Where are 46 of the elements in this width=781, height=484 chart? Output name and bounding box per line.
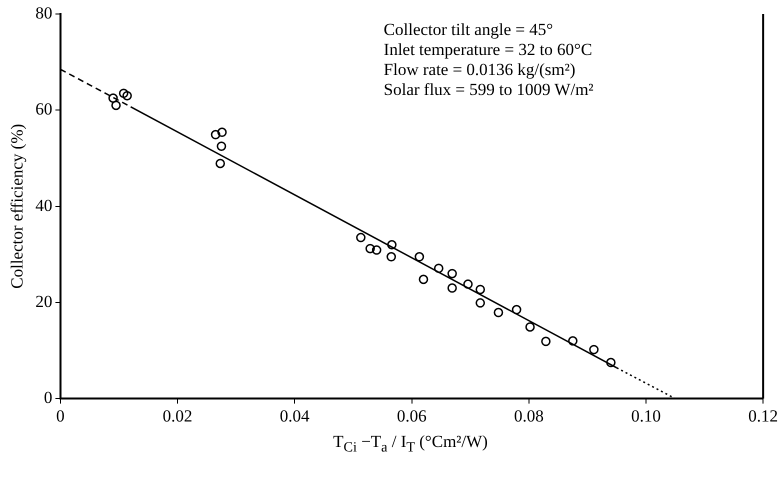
x-tick-label: 0: [56, 406, 65, 426]
annotation: Flow rate = 0.0136 kg/(sm²): [384, 60, 576, 79]
point: [118, 88, 128, 98]
point: [356, 232, 366, 242]
point: [111, 100, 121, 110]
point: [606, 358, 616, 368]
point: [216, 158, 226, 168]
y-tick-label: 0: [44, 388, 52, 408]
point: [512, 304, 522, 314]
point: [476, 298, 486, 308]
point: [463, 279, 473, 289]
y-tick-label: 60: [35, 100, 52, 119]
point: [372, 245, 382, 255]
point: [541, 336, 551, 346]
x-tick-label: 0.02: [162, 406, 192, 426]
point: [494, 308, 504, 318]
point: [365, 244, 375, 254]
point: [414, 252, 424, 262]
point: [386, 252, 396, 262]
x-tick-label: 0.10: [631, 406, 661, 426]
annotation: Inlet temperature = 32 to 60°C: [384, 40, 592, 59]
point: [418, 274, 428, 284]
y-tick-label: 80: [35, 3, 52, 22]
point: [447, 283, 457, 293]
point: [217, 128, 227, 138]
point: [108, 93, 118, 103]
point: [216, 141, 226, 151]
point: [210, 130, 220, 140]
point: [122, 90, 132, 100]
y-tick-label: 40: [35, 196, 52, 215]
annotation: Collector tilt angle = 45°: [384, 20, 554, 39]
x-tick-label: 0.04: [280, 406, 310, 426]
x-tick-label: 0.08: [514, 406, 544, 426]
point: [434, 264, 444, 274]
point: [387, 240, 397, 250]
point: [447, 268, 457, 278]
annotation: Solar flux = 599 to 1009 W/m²: [384, 80, 594, 99]
y-axis-title: Collector efficiency (%): [8, 124, 27, 289]
y-tick-label: 20: [35, 292, 52, 311]
point: [589, 344, 599, 354]
point: [476, 284, 486, 294]
x-tick-label: 0.12: [748, 406, 778, 426]
x-tick-label: 0.06: [396, 406, 427, 426]
point: [568, 336, 578, 346]
point: [525, 322, 535, 332]
x-axis-title: T$_{Ci}$ −T$_{a}$ / I$_{T}$ (°Cm²/W): [332, 432, 489, 456]
